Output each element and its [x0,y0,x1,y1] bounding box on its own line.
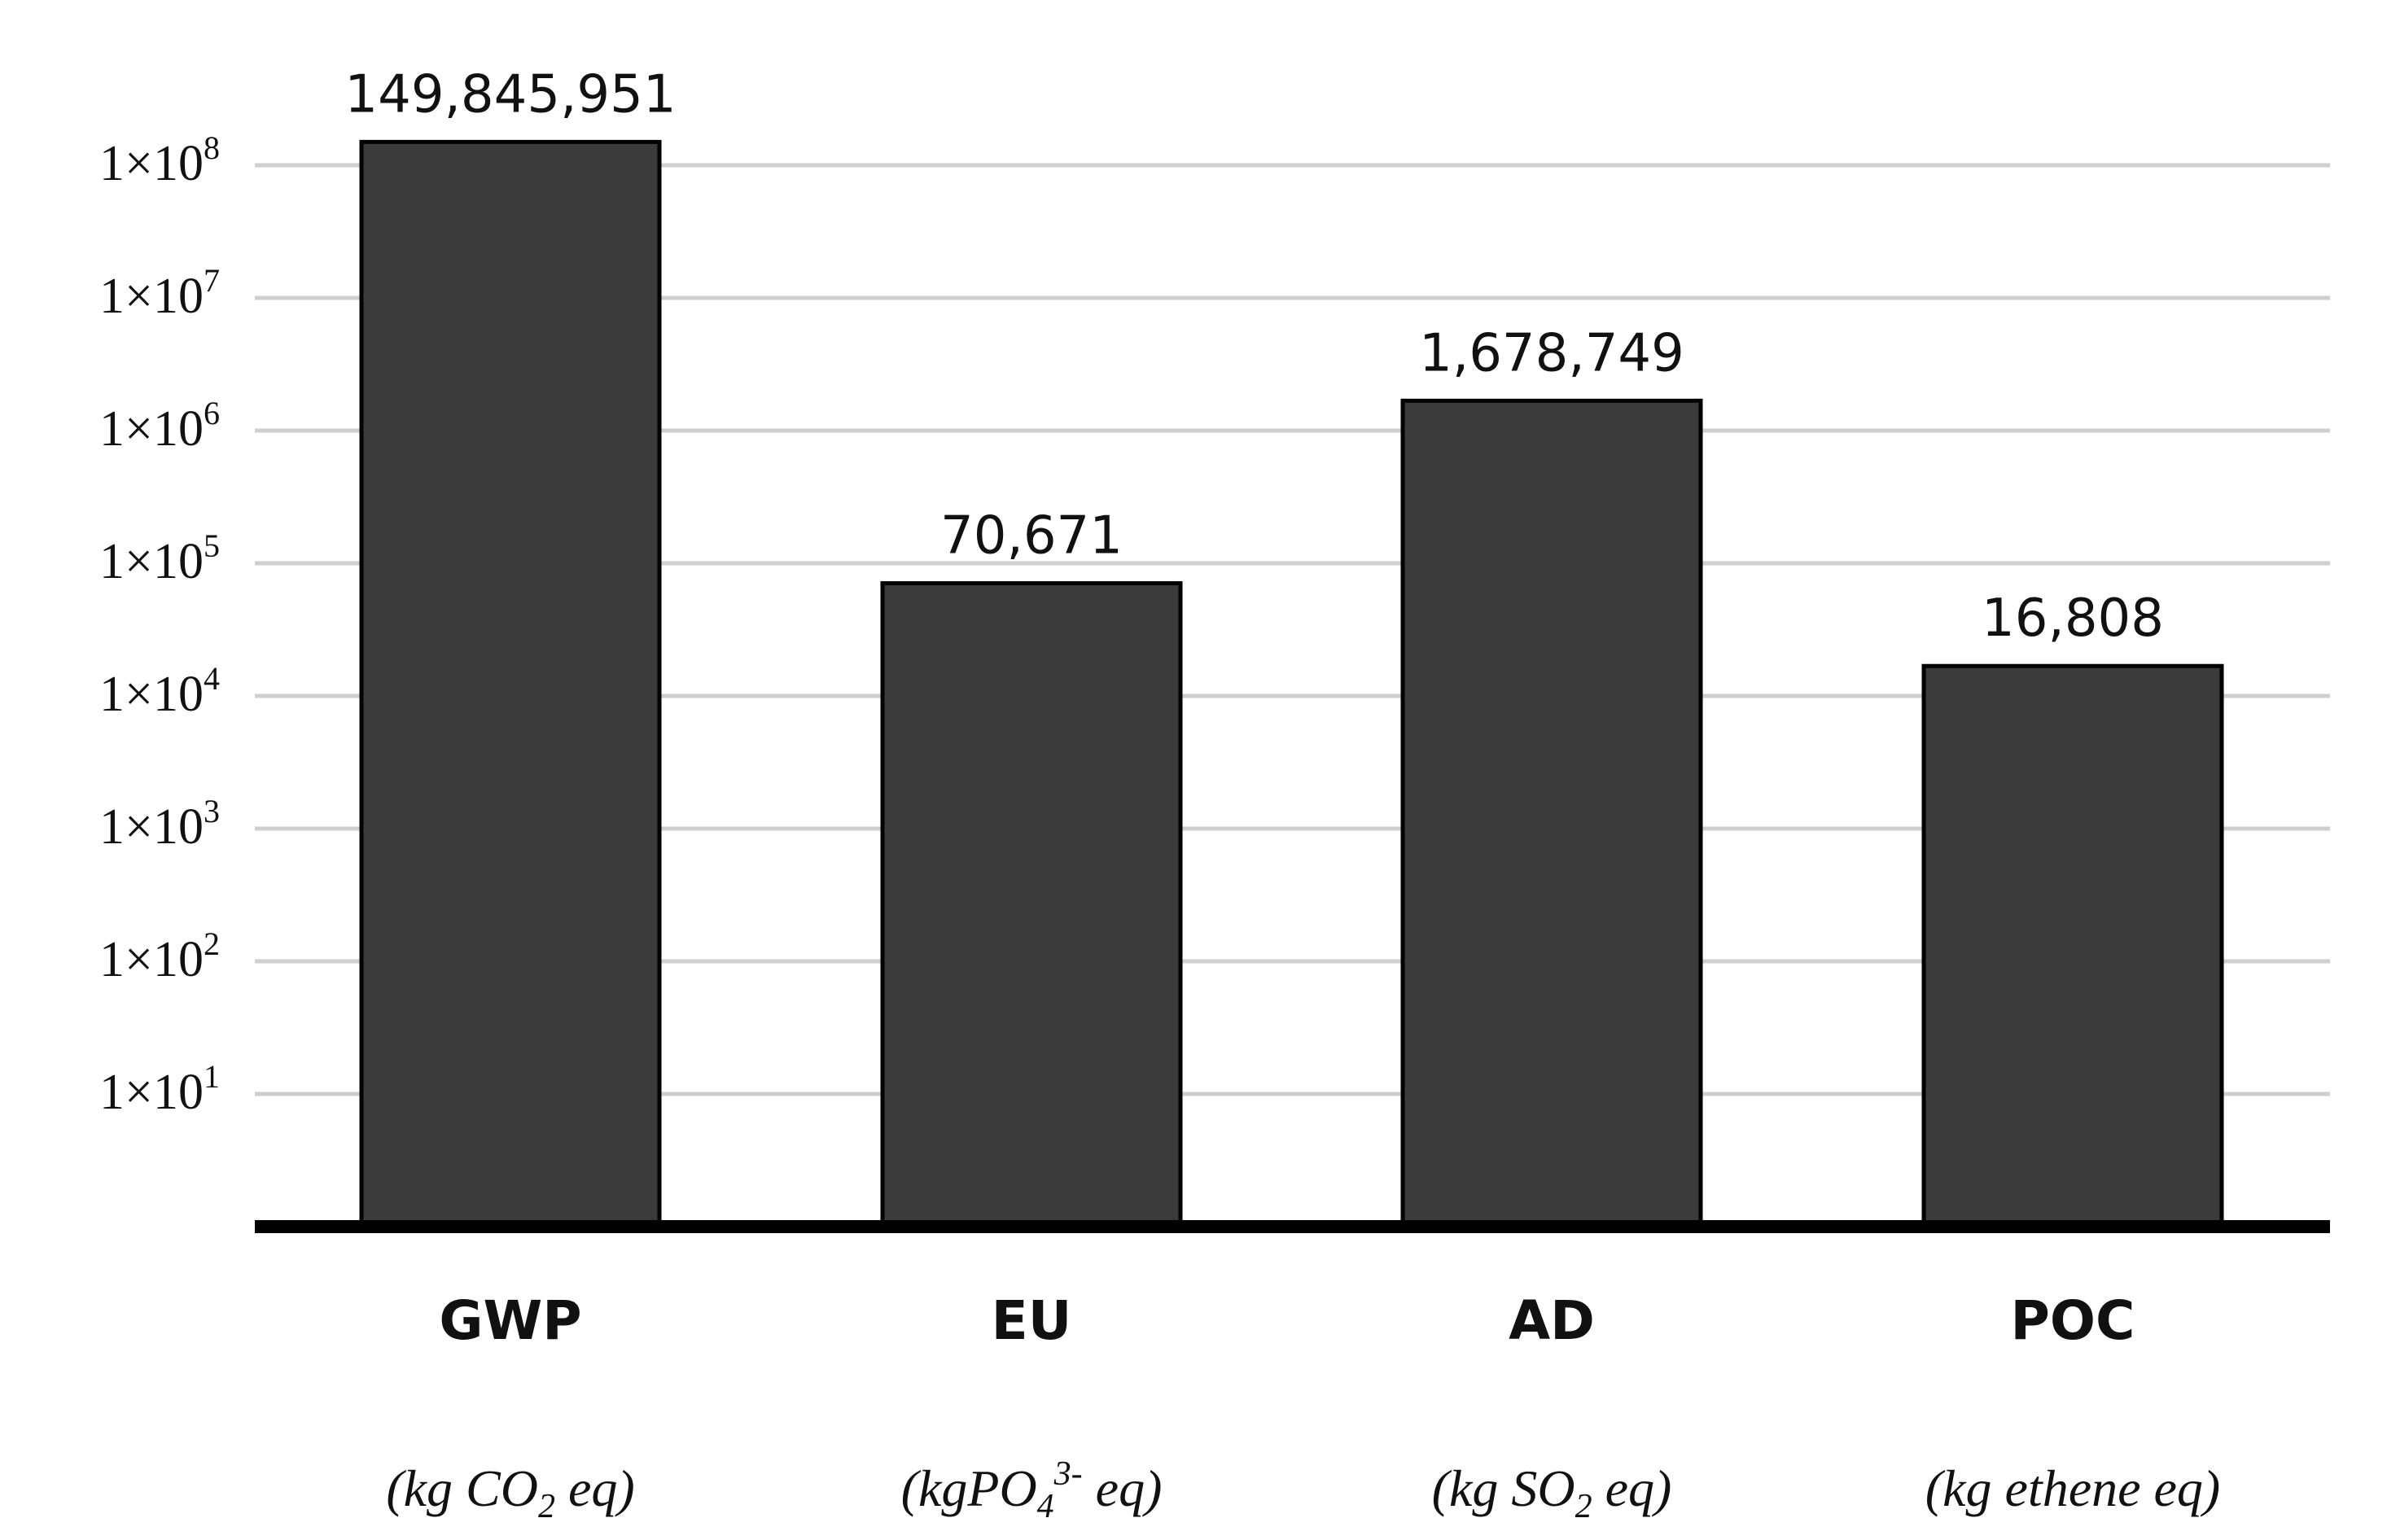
data-label-eu: 70,671 [940,506,1123,567]
bar-poc [1921,663,2224,1229]
data-label-ad: 1,678,749 [1419,323,1684,383]
y-tick-label-5: 1×105 [99,527,220,589]
data-label-poc: 16,808 [1982,588,2164,649]
bar-eu [880,581,1183,1229]
category-label-eu: EU [992,1289,1072,1352]
unit-label-poc: (kg ethene eq) [1925,1459,2220,1517]
bars [359,139,2224,1229]
unit-label-gwp: (kg CO2 eq) [386,1459,634,1525]
y-tick-label-3: 1×103 [99,793,220,855]
y-tick-label-8: 1×108 [99,129,220,191]
category-label-ad: AD [1509,1289,1595,1352]
unit-label-ad: (kg SO2 eq) [1432,1459,1672,1525]
y-tick-label-7: 1×107 [99,262,220,324]
y-axis-tick-labels: 1×101 1×102 1×103 1×104 1×105 1×106 1×107 1×108 [99,129,220,1120]
data-label-gwp: 149,845,951 [344,64,676,125]
y-tick-label-4: 1×104 [99,660,220,722]
unit-labels: (kg CO2 eq) (kgPO43- eq) (kg SO2 eq) (kg et… [386,1455,2220,1525]
y-tick-label-2: 1×102 [99,925,220,987]
data-labels: 149,845,951 70,671 1,678,749 16,808 [344,64,2164,649]
bar-gwp [359,139,662,1229]
unit-label-eu: (kgPO43- eq) [901,1455,1163,1525]
y-tick-label-1: 1×101 [99,1058,220,1120]
bar-ad [1400,398,1703,1229]
category-label-gwp: GWP [439,1289,581,1352]
category-label-poc: POC [2011,1289,2135,1352]
category-labels: GWP EU AD POC [439,1289,2135,1352]
y-tick-label-6: 1×106 [99,395,220,457]
